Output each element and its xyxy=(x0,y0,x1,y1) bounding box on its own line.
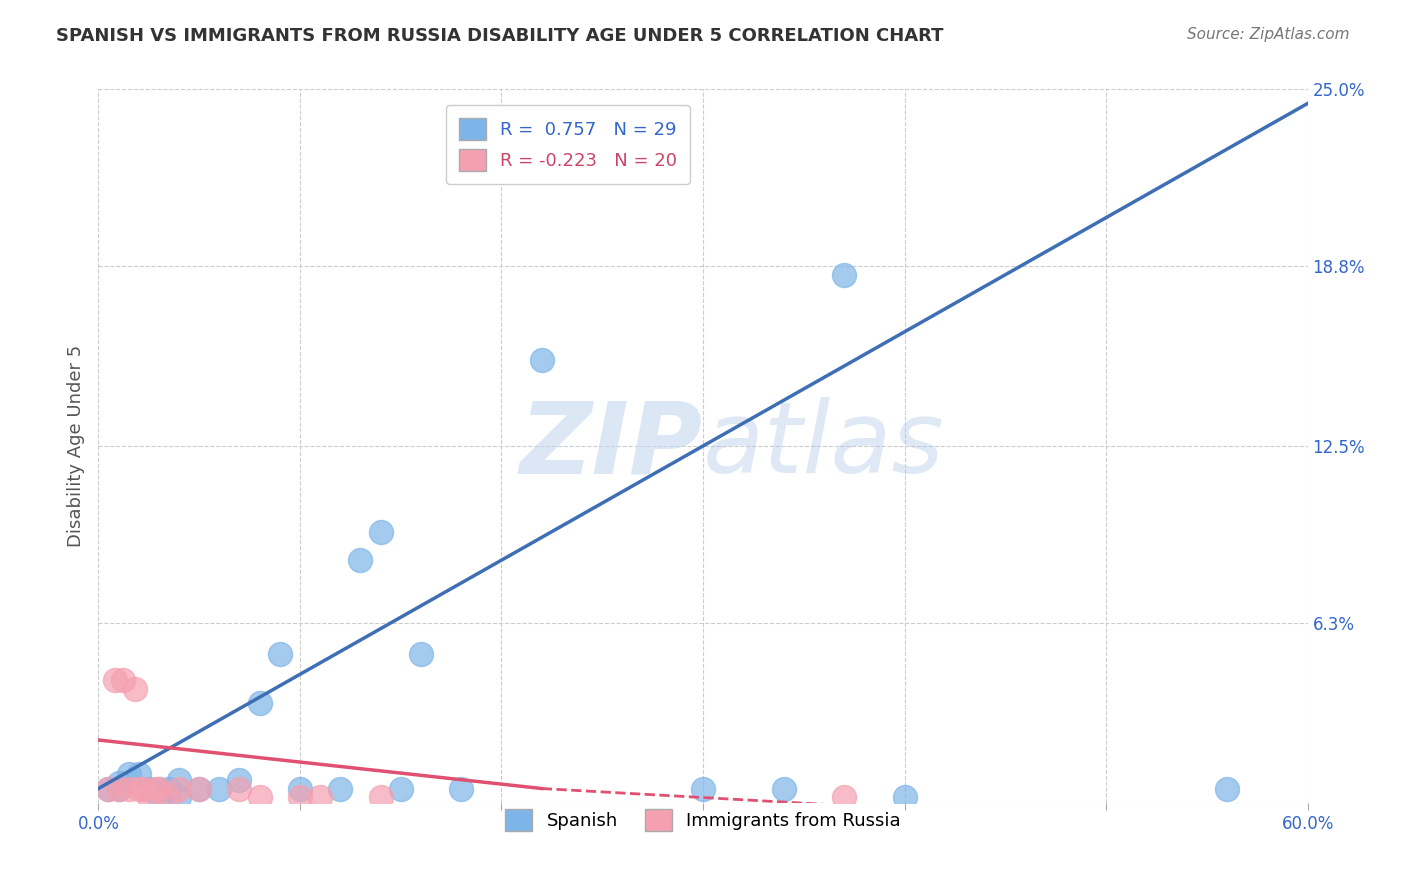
Point xyxy=(138,781,160,796)
Point xyxy=(228,781,250,796)
Point xyxy=(450,781,472,796)
Point xyxy=(128,767,150,781)
Point xyxy=(148,790,170,805)
Point xyxy=(148,781,170,796)
Point xyxy=(143,781,166,796)
Point xyxy=(249,790,271,805)
Point xyxy=(370,524,392,539)
Point xyxy=(107,781,129,796)
Point xyxy=(309,790,332,805)
Point xyxy=(132,781,155,796)
Point xyxy=(329,781,352,796)
Point xyxy=(832,268,855,282)
Y-axis label: Disability Age Under 5: Disability Age Under 5 xyxy=(66,345,84,547)
Point xyxy=(148,781,170,796)
Point xyxy=(107,776,129,790)
Point xyxy=(692,781,714,796)
Point xyxy=(157,790,180,805)
Point xyxy=(288,781,311,796)
Point xyxy=(530,353,553,368)
Point xyxy=(893,790,915,805)
Point xyxy=(370,790,392,805)
Point xyxy=(138,790,160,805)
Point xyxy=(167,790,190,805)
Point xyxy=(772,781,794,796)
Point xyxy=(97,781,120,796)
Point xyxy=(118,781,141,796)
Point xyxy=(167,772,190,787)
Point xyxy=(228,772,250,787)
Point xyxy=(389,781,412,796)
Point xyxy=(97,781,120,796)
Point xyxy=(188,781,211,796)
Point xyxy=(188,781,211,796)
Point xyxy=(107,781,129,796)
Point xyxy=(167,781,190,796)
Point xyxy=(288,790,311,805)
Point xyxy=(409,648,432,662)
Text: ZIP: ZIP xyxy=(520,398,703,494)
Point xyxy=(111,673,134,687)
Text: atlas: atlas xyxy=(703,398,945,494)
Point xyxy=(103,673,125,687)
Point xyxy=(1216,781,1239,796)
Point xyxy=(208,781,231,796)
Text: Source: ZipAtlas.com: Source: ZipAtlas.com xyxy=(1187,27,1350,42)
Text: SPANISH VS IMMIGRANTS FROM RUSSIA DISABILITY AGE UNDER 5 CORRELATION CHART: SPANISH VS IMMIGRANTS FROM RUSSIA DISABI… xyxy=(56,27,943,45)
Point xyxy=(269,648,291,662)
Point xyxy=(832,790,855,805)
Point xyxy=(157,781,180,796)
Point xyxy=(124,681,146,696)
Legend: Spanish, Immigrants from Russia: Spanish, Immigrants from Russia xyxy=(492,797,914,844)
Point xyxy=(118,767,141,781)
Point xyxy=(349,553,371,567)
Point xyxy=(249,696,271,710)
Point xyxy=(128,781,150,796)
